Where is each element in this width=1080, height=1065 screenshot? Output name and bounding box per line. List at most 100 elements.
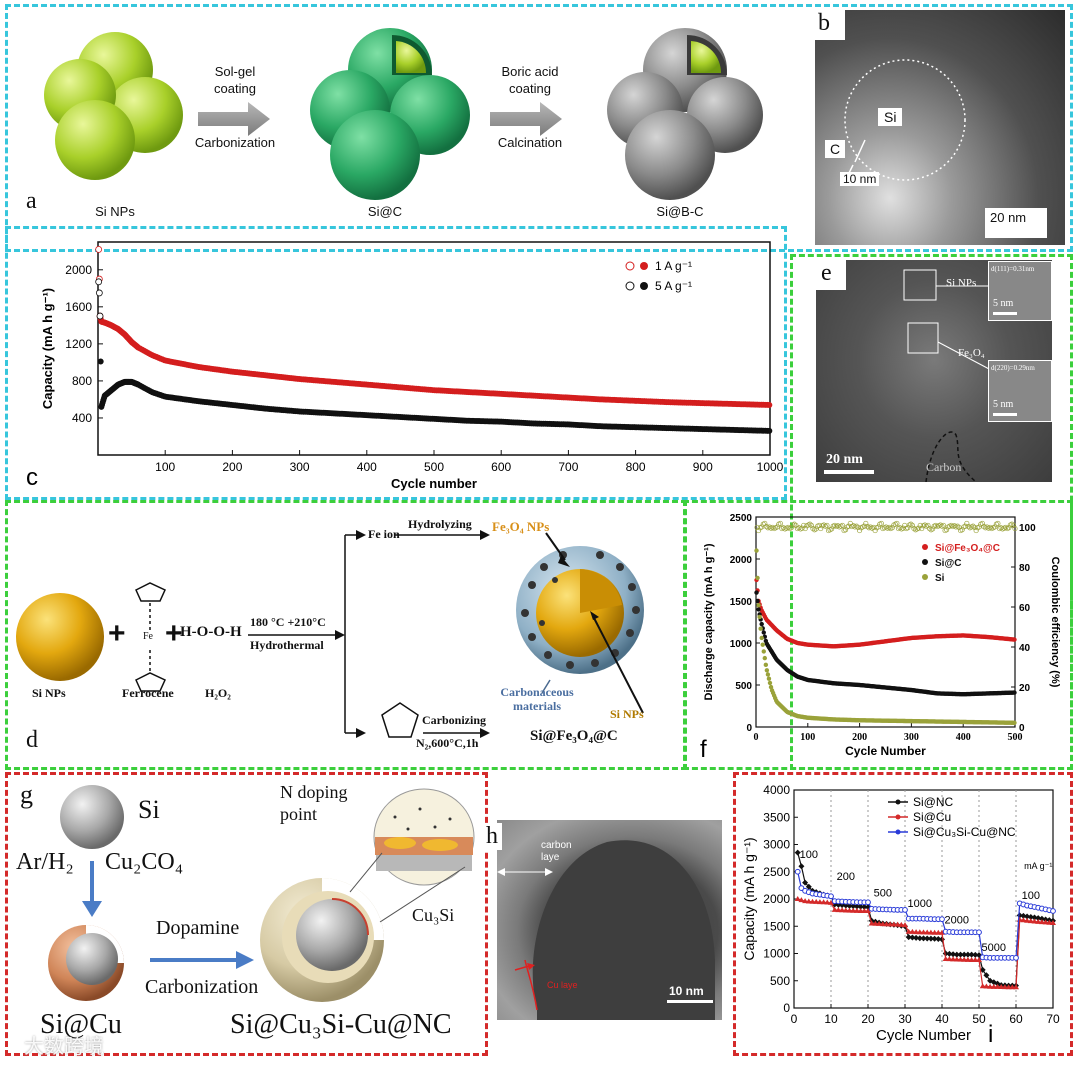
- y-tick-label: 4000: [763, 783, 790, 797]
- y-tick-label: 0: [746, 723, 752, 734]
- panel-g-scheme: [48, 785, 475, 1002]
- ce-point: [897, 525, 903, 531]
- x-axis-label: Cycle number: [391, 476, 477, 491]
- legend-marker: [922, 559, 928, 565]
- cu-layer-text: Cu laye: [547, 980, 578, 990]
- x-tick-label: 300: [904, 732, 919, 743]
- frame-top-cyan: [5, 4, 1073, 252]
- h2o2-formula: H-O-O-H: [180, 624, 242, 640]
- data-point: [916, 935, 923, 942]
- thickness-tag: 10 nm: [840, 172, 880, 186]
- data-point: [1020, 917, 1027, 923]
- series-line: [797, 898, 1054, 988]
- caption-si-bc: Si@B-C: [656, 204, 704, 219]
- d-spacing-2: d(220)=0.29nm: [991, 364, 1035, 372]
- data-point: [942, 955, 949, 961]
- panel-a-schematic: [44, 28, 763, 200]
- ce-point: [777, 520, 783, 526]
- ce-point: [853, 523, 860, 529]
- scale-bar-e: [824, 470, 874, 474]
- label-g: g: [20, 780, 33, 809]
- data-point: [1050, 908, 1056, 914]
- y-tick-label: 3500: [763, 810, 790, 824]
- legend-text: Si: [935, 573, 945, 584]
- x-tick-label: 600: [491, 460, 511, 474]
- label-d: d: [26, 727, 38, 753]
- data-point: [983, 972, 990, 979]
- rate-label: 1000: [908, 898, 932, 910]
- ce-point: [818, 526, 824, 532]
- legend-marker-open: [625, 281, 635, 291]
- x-tick-label: 100: [800, 732, 815, 743]
- data-point: [95, 246, 103, 253]
- data-point: [861, 903, 868, 910]
- y2-tick-label: 40: [1019, 643, 1031, 654]
- fe3o4-roi: [907, 322, 939, 354]
- d-spacing-1: d(111)=0.31nm: [991, 265, 1035, 273]
- ce-point: [832, 522, 838, 528]
- data-point: [957, 956, 964, 962]
- data-point: [766, 401, 773, 408]
- ce-point: [992, 524, 998, 530]
- ar-text: Ar/H₂: [16, 849, 74, 875]
- data-point: [813, 898, 820, 904]
- data-point: [853, 907, 860, 913]
- data-point: [798, 897, 805, 903]
- y2-tick-label: 80: [1019, 563, 1031, 574]
- data-point: [920, 929, 927, 935]
- ce-point: [909, 522, 915, 528]
- x-tick-label: 10: [824, 1012, 838, 1026]
- carbon-text: Carbon: [926, 460, 962, 474]
- arrow2-top-text: Boric acid coating: [501, 64, 559, 96]
- y-tick-label: 400: [72, 411, 92, 425]
- si-cu-sphere: [48, 925, 124, 1001]
- frame-c-cyan: [5, 226, 787, 500]
- ce-point: [839, 522, 846, 528]
- data-point: [768, 684, 774, 690]
- data-point: [857, 903, 864, 910]
- data-point: [759, 621, 764, 627]
- x-tick-label: 400: [357, 460, 377, 474]
- product-name: Si@Fe₃O₄@C: [530, 728, 618, 744]
- data-point: [828, 899, 834, 905]
- data-point: [802, 898, 809, 904]
- si-sphere: [60, 785, 124, 849]
- y-axis-label: Discharge capacity (mA h g⁻¹): [703, 543, 715, 700]
- ce-point: [951, 523, 957, 529]
- data-point: [760, 642, 765, 647]
- x-tick-label: 800: [626, 460, 646, 474]
- data-point: [964, 951, 971, 958]
- si-bc-cluster: [607, 28, 763, 200]
- x-tick-label: 900: [693, 460, 713, 474]
- data-point: [95, 278, 103, 286]
- data-point: [946, 950, 953, 957]
- plus-1: +: [108, 617, 126, 650]
- series-1: [95, 278, 773, 434]
- data-point: [883, 921, 890, 927]
- ce-point: [791, 521, 797, 527]
- legend-text: Si@Cu: [913, 810, 951, 824]
- data-point: [1027, 913, 1034, 920]
- ce-point: [940, 522, 947, 528]
- carbonizing: Carbonizing: [422, 713, 487, 727]
- data-point: [927, 929, 934, 935]
- y-tick-label: 2000: [763, 892, 790, 906]
- si-cu-text: Si@Cu: [40, 1009, 122, 1040]
- arrow-1: [198, 102, 270, 136]
- ce-point: [774, 524, 780, 530]
- data-point: [972, 951, 979, 958]
- data-point: [757, 614, 762, 620]
- data-point: [894, 921, 901, 927]
- ce-point: [872, 528, 878, 534]
- data-point: [946, 956, 953, 962]
- cyclopentadiene: [381, 702, 419, 738]
- ce-point: [925, 522, 931, 528]
- y-tick-label: 2500: [763, 865, 790, 879]
- si-nps-cluster: [44, 32, 183, 180]
- cu-text: Cu₂CO₄: [105, 849, 184, 875]
- data-point: [1031, 914, 1038, 921]
- ce-point: [843, 527, 849, 533]
- ce-series: [754, 520, 1018, 534]
- inset-1-scale: 5 nm: [993, 298, 1014, 309]
- inset-2-scale: 5 nm: [993, 399, 1014, 410]
